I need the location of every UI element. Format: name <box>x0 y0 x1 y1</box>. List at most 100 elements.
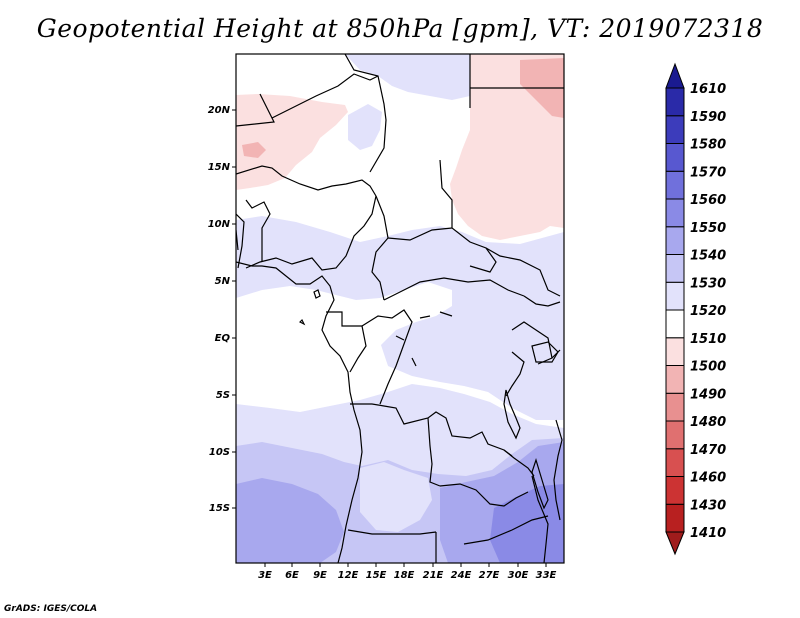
lat-label: 15S <box>209 503 230 514</box>
colorbar-label: 1610 <box>690 82 726 97</box>
border-libya-chad <box>344 54 387 173</box>
border-benin <box>245 199 271 262</box>
field-lavender-north-patch <box>348 104 382 150</box>
lat-label: 5N <box>215 276 231 287</box>
field-white-core <box>236 296 388 408</box>
colorbar-swatch <box>665 87 685 117</box>
lat-label: 20N <box>208 105 231 116</box>
border-car-south <box>383 277 525 301</box>
lat-label: 10S <box>209 447 230 458</box>
field-white-pocket-south <box>360 462 432 532</box>
colorbar-swatch <box>665 115 685 144</box>
colorbar-label: 1430 <box>690 498 726 513</box>
border-angola-namibia <box>347 529 437 535</box>
island-bioko <box>313 289 321 299</box>
colorbar-swatch <box>665 392 685 422</box>
coastline-east <box>553 419 563 521</box>
colorbar-swatch <box>665 254 685 283</box>
lon-label: 12E <box>338 570 359 581</box>
lon-label: 18E <box>394 570 415 581</box>
colorbar-label: 1550 <box>690 221 726 236</box>
colorbar-label: 1540 <box>690 249 726 264</box>
colorbar-swatch <box>665 476 685 505</box>
colorbar-swatch <box>665 420 685 450</box>
colorbar-swatch <box>665 198 685 228</box>
colorbar-arrow-low <box>665 531 685 556</box>
colorbar-label: 1560 <box>690 193 726 208</box>
lat-label: 15N <box>208 162 231 173</box>
border-cameroon-car <box>371 195 389 301</box>
colorbar-label: 1590 <box>690 110 726 125</box>
lake-victoria <box>531 341 559 363</box>
lat-label: 5S <box>216 390 230 401</box>
coastline-gulf-guinea <box>236 261 363 563</box>
country-boundaries <box>236 54 564 563</box>
colorbar-swatch <box>665 448 685 477</box>
border-mozambique <box>531 475 549 563</box>
map-frame <box>235 53 565 564</box>
colorbar-swatch <box>665 143 685 172</box>
border-angola-drc <box>350 403 513 457</box>
border-angola-zambia <box>427 417 441 487</box>
colorbar-swatch <box>665 365 685 394</box>
border-rwanda-burundi <box>505 351 525 397</box>
colorbar-swatch <box>665 281 685 311</box>
field-pink-patch-sahel <box>242 142 266 158</box>
border-car-sudan <box>387 227 453 241</box>
colorbar-label: 1460 <box>690 471 726 486</box>
border-congo <box>361 309 413 405</box>
colorbar-label: 1520 <box>690 304 726 319</box>
border-zambia-malawi <box>503 449 535 477</box>
lat-label: EQ <box>215 333 231 344</box>
border-uganda <box>511 321 553 365</box>
lon-label: 21E <box>423 570 444 581</box>
colorbar-label: 1510 <box>690 332 726 347</box>
field-lavender-north <box>345 54 470 100</box>
border-ssudan-east <box>485 247 561 297</box>
border-kenya <box>551 349 561 359</box>
field-pink-northeast <box>450 54 564 240</box>
map-panel <box>236 54 564 563</box>
colorbar-swatch <box>665 337 685 366</box>
lon-label: 9E <box>313 570 327 581</box>
colorbar-label: 1490 <box>690 387 726 402</box>
lat-label: 10N <box>208 219 231 230</box>
chart-title: Geopotential Height at 850hPa [gpm], VT:… <box>36 14 764 43</box>
axis-ticks <box>232 109 547 567</box>
river-congo-bits <box>395 311 453 367</box>
lon-label: 6E <box>285 570 299 581</box>
border-nw <box>236 93 275 127</box>
lake-tanganyika <box>503 389 521 440</box>
border-chad-sudan <box>439 159 497 273</box>
island-sao-tome <box>298 318 306 326</box>
border-algeria-niger <box>271 73 379 119</box>
colorbar-swatch <box>665 309 685 339</box>
colorbar-swatch <box>665 226 685 255</box>
lon-label: 3E <box>258 570 272 581</box>
grads-credit: GrADS: IGES/COLA <box>4 604 98 614</box>
border-togo-ghana <box>236 213 245 269</box>
lake-malawi <box>531 458 549 510</box>
colorbar-label: 1480 <box>690 415 726 430</box>
colorbar-arrow-high <box>665 62 685 89</box>
colorbar-label: 1580 <box>690 138 726 153</box>
border-zimbabwe <box>463 515 549 545</box>
border-niger-nigeria <box>236 165 377 197</box>
colorbar-label: 1530 <box>690 276 726 291</box>
colorbar: 1410 1430 1460 1470 1480 1490 1500 1510 1520 1530… <box>665 62 726 556</box>
colorbar-label: 1570 <box>690 165 726 180</box>
border-nigeria-cameroon <box>245 195 377 271</box>
latitude-labels: 20N 15N 10N 5N EQ 5S 10S 15S <box>208 105 231 514</box>
lon-label: 27E <box>479 570 500 581</box>
colorbar-label: 1500 <box>690 360 726 375</box>
field-purple-southwest <box>236 478 344 563</box>
border-ssudan-south <box>523 295 561 307</box>
colorbar-swatch <box>665 170 685 200</box>
colorbar-label: 1470 <box>690 443 726 458</box>
field-lavender-central <box>236 216 564 420</box>
longitude-labels: 3E 6E 9E 12E 15E 18E 21E 24E 27E 30E 33E <box>258 570 556 581</box>
lon-label: 33E <box>536 570 557 581</box>
lon-label: 15E <box>366 570 387 581</box>
colorbar-label: 1410 <box>690 526 726 541</box>
